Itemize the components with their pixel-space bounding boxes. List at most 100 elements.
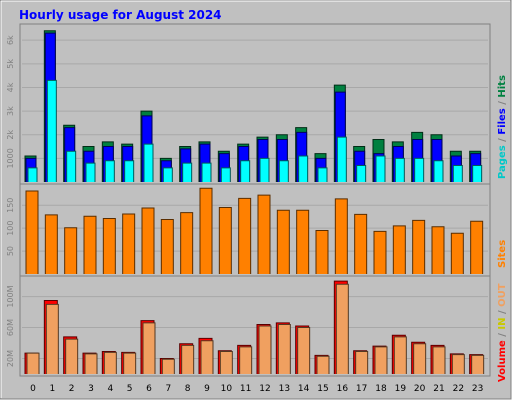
bar-sites <box>257 195 270 274</box>
tick-label: 5k <box>6 59 15 69</box>
bar-out <box>452 354 465 374</box>
bar-sites <box>122 213 135 274</box>
hour-label: 5 <box>127 384 133 394</box>
bar-outline <box>470 220 484 274</box>
bar-outline <box>102 218 116 274</box>
hour-label: 17 <box>356 384 367 394</box>
bar-outline <box>374 346 388 374</box>
bar-outline <box>83 215 97 274</box>
bar-out <box>355 351 368 374</box>
bar-outline <box>412 219 426 274</box>
hour-axis: 0 1 2 3 4 5 6 7 8 9 10 11 12 13 14 15 16 17 18 19 20 21 22 23 <box>30 384 483 394</box>
bar-pages <box>279 160 289 182</box>
tick-label: 3k <box>6 106 15 116</box>
bar-out <box>123 353 136 374</box>
bar-out <box>181 345 194 374</box>
hour-label: 16 <box>337 384 349 394</box>
hour-label: 20 <box>414 384 426 394</box>
bar-pages <box>472 165 482 182</box>
bar-pages <box>356 165 366 182</box>
bar-sites <box>64 227 77 274</box>
bar-outline <box>356 164 367 182</box>
bar-sites <box>431 226 444 274</box>
tick-label: 20M <box>6 350 15 367</box>
bar-pages <box>433 160 443 182</box>
hour-label: 21 <box>433 384 444 394</box>
bar-outline <box>143 143 154 182</box>
bar-pages <box>414 158 424 182</box>
side-label-files: Files <box>497 108 508 134</box>
hour-label: 11 <box>240 384 251 394</box>
bar-sites <box>451 233 464 274</box>
bar-sites <box>354 214 367 274</box>
side-label-sep: / <box>497 307 508 318</box>
side-label-in: IN <box>497 317 508 329</box>
bar-pages <box>317 167 327 182</box>
bar-outline <box>335 283 349 374</box>
bar-sites <box>219 207 232 274</box>
bar-outline <box>257 194 271 274</box>
side-label-pages: Pages <box>497 145 508 179</box>
bar-outline <box>452 164 463 182</box>
bar-pages <box>163 167 173 182</box>
bar-outline <box>414 157 425 182</box>
side-label-sites-text: Sites <box>497 240 508 268</box>
tick-label: 150 <box>6 198 15 213</box>
hour-label: 9 <box>204 384 210 394</box>
side-label-sep: / <box>497 330 508 341</box>
bar-outline <box>218 207 232 274</box>
tick-label: 4k <box>6 82 15 92</box>
bar-out <box>162 359 175 374</box>
bar-outline <box>122 213 136 274</box>
bar-outline <box>201 162 212 182</box>
bar-outline <box>450 232 464 274</box>
bar-outline <box>64 227 78 274</box>
bar-outline <box>84 353 98 374</box>
bar-out <box>278 324 291 374</box>
bar-out <box>239 346 252 374</box>
bar-outline <box>316 355 330 374</box>
bar-sites <box>161 219 174 274</box>
bar-outline <box>315 229 329 274</box>
bar-outline <box>354 213 368 274</box>
bar-outline <box>298 155 309 182</box>
hour-label: 23 <box>472 384 483 394</box>
hour-label: 0 <box>30 384 36 394</box>
bar-outline <box>373 230 387 274</box>
bar-outline <box>277 323 291 374</box>
bar-outline <box>200 340 214 374</box>
bar-sites <box>373 231 386 274</box>
bar-outline <box>26 352 40 374</box>
bar-outline <box>451 354 465 374</box>
bar-outline <box>413 343 427 374</box>
side-label-volume-in-out: Volume / IN / OUT <box>497 283 508 382</box>
bar-outline <box>45 303 59 374</box>
bar-pages <box>28 167 37 182</box>
bar-outline <box>46 79 57 182</box>
bar-outline <box>432 346 446 374</box>
bar-outline <box>220 167 231 182</box>
bar-sites <box>141 208 154 274</box>
bar-outline <box>238 197 252 274</box>
tick-label: 60M <box>6 319 15 336</box>
bar-outline <box>393 336 407 374</box>
bar-out <box>104 352 117 374</box>
bar-pages <box>182 163 192 182</box>
bar-outline <box>27 167 38 182</box>
hour-label: 4 <box>107 384 113 394</box>
bar-outline <box>296 209 310 274</box>
hour-label: 10 <box>221 384 233 394</box>
bar-outline <box>25 190 39 274</box>
bar-outline <box>394 157 405 182</box>
bar-out <box>432 346 445 374</box>
bar-outline <box>471 354 485 374</box>
bar-pages <box>259 158 269 182</box>
bar-sites <box>45 214 58 274</box>
bar-outline <box>336 136 347 182</box>
bar-pages <box>395 158 405 182</box>
bar-outline <box>472 164 483 182</box>
hour-label: 1 <box>49 384 55 394</box>
bar-out <box>84 353 97 374</box>
bar-sites <box>26 191 38 274</box>
